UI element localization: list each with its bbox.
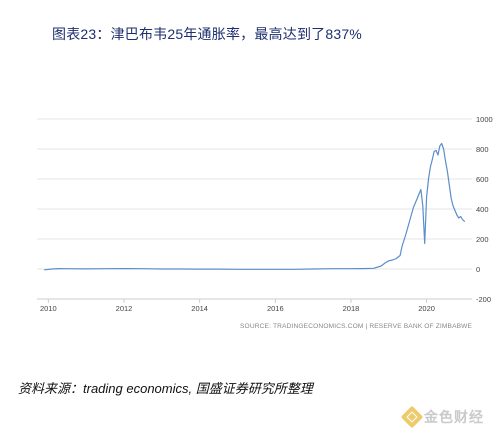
y-tick-label: 400	[476, 205, 489, 214]
y-tick-label: -200	[476, 295, 491, 304]
x-tick-label: 2016	[267, 304, 284, 313]
x-tick-label: 2018	[343, 304, 360, 313]
chart-gridlines	[37, 118, 472, 270]
x-axis	[37, 298, 472, 303]
x-tick-label: 2010	[40, 304, 57, 313]
y-tick-label: 800	[476, 145, 489, 154]
x-tick-label: 2012	[116, 304, 133, 313]
chart-source-credit: SOURCE: TRADINGECONOMICS.COM | RESERVE B…	[240, 323, 473, 330]
x-tick-label: 2020	[418, 304, 435, 313]
y-tick-label: 200	[476, 235, 489, 244]
watermark-text: 金色财经	[424, 409, 484, 425]
y-tick-label: 1000	[476, 115, 493, 124]
figure-title: 图表23：津巴布韦25年通胀率，最高达到了837%	[52, 26, 362, 42]
data-source-footnote: 资料来源：trading economics, 国盛证券研究所整理	[18, 381, 313, 396]
y-tick-label: 0	[476, 265, 480, 274]
y-tick-label: 600	[476, 175, 489, 184]
y-axis-tick-labels: -200 0 200 400 600 800 1000	[476, 115, 493, 304]
inflation-series-line	[44, 142, 465, 271]
gold-diamond-logo-icon	[400, 405, 424, 429]
x-axis-tick-labels: 2010 2012 2014 2016 2018 2020	[40, 304, 435, 313]
watermark: 金色财经	[400, 405, 484, 429]
x-tick-label: 2014	[191, 304, 208, 313]
